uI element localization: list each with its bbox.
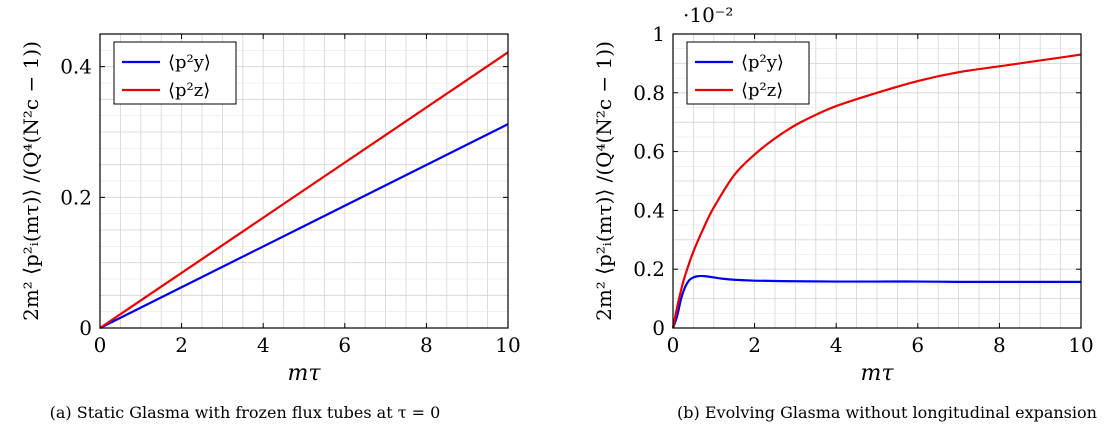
y-tick-label: 0.6 (633, 140, 665, 164)
y-tick-label: 0.2 (60, 185, 92, 209)
x-tick-label: 4 (257, 333, 270, 357)
y-multiplier: ·10⁻² (683, 3, 733, 27)
x-tick-label: 10 (1068, 333, 1093, 357)
x-tick-label: 2 (175, 333, 188, 357)
x-axis-label: mτ (287, 361, 321, 386)
x-tick-label: 6 (911, 333, 924, 357)
legend-box (113, 41, 237, 105)
series-line-py (671, 274, 1081, 329)
caption: (a) Static Glasma with frozen flux tubes… (50, 403, 441, 422)
x-tick-label: 0 (667, 333, 680, 357)
legend-entry: ⟨p²z⟩ (741, 80, 783, 101)
series-line-py (99, 123, 509, 329)
x-tick-label: 4 (830, 333, 843, 357)
y-tick-label: 0.2 (633, 257, 665, 281)
series-line-pz (99, 51, 509, 329)
plot-frame (99, 33, 509, 329)
plot-frame (672, 33, 1082, 329)
y-tick-label: 0.4 (60, 55, 92, 79)
caption: (b) Evolving Glasma without longitudinal… (677, 403, 1097, 422)
legend-entry: ⟨p²y⟩ (168, 52, 211, 73)
y-tick-label: 1 (652, 22, 665, 46)
legend-box (686, 41, 810, 105)
panel-b: 0 2 4 6 8 10 0 0.2 0.4 0.6 0.8 1 ·10⁻² mτ 2m² ⟨p²ᵢ(mτ)… (592, 3, 1097, 422)
y-tick-label: 0 (652, 316, 665, 340)
y-tick-label: 0.4 (633, 198, 665, 222)
x-tick-label: 0 (94, 333, 107, 357)
panel-a: 0 2 4 6 8 10 0 0.2 0.4 mτ 2m² ⟨p²ᵢ(mτ)⟩ /(Q⁴(N²c −… (19, 33, 521, 422)
legend-entry: ⟨p²z⟩ (168, 80, 210, 101)
y-axis-label: 2m² ⟨p²ᵢ(mτ)⟩ /(Q⁴(N²c − 1)) (19, 41, 43, 321)
y-tick-label: 0.8 (633, 81, 665, 105)
x-tick-label: 8 (993, 333, 1006, 357)
x-axis-label: mτ (860, 361, 894, 386)
x-tick-label: 6 (338, 333, 351, 357)
x-tick-label: 10 (495, 333, 520, 357)
y-tick-label: 0 (79, 316, 92, 340)
y-axis-label: 2m² ⟨p²ᵢ(mτ)⟩ /(Q⁴(N²c − 1)) (592, 41, 616, 321)
x-tick-label: 2 (748, 333, 761, 357)
legend-entry: ⟨p²y⟩ (741, 52, 784, 73)
x-tick-label: 8 (420, 333, 433, 357)
series-line-pz (671, 53, 1082, 329)
